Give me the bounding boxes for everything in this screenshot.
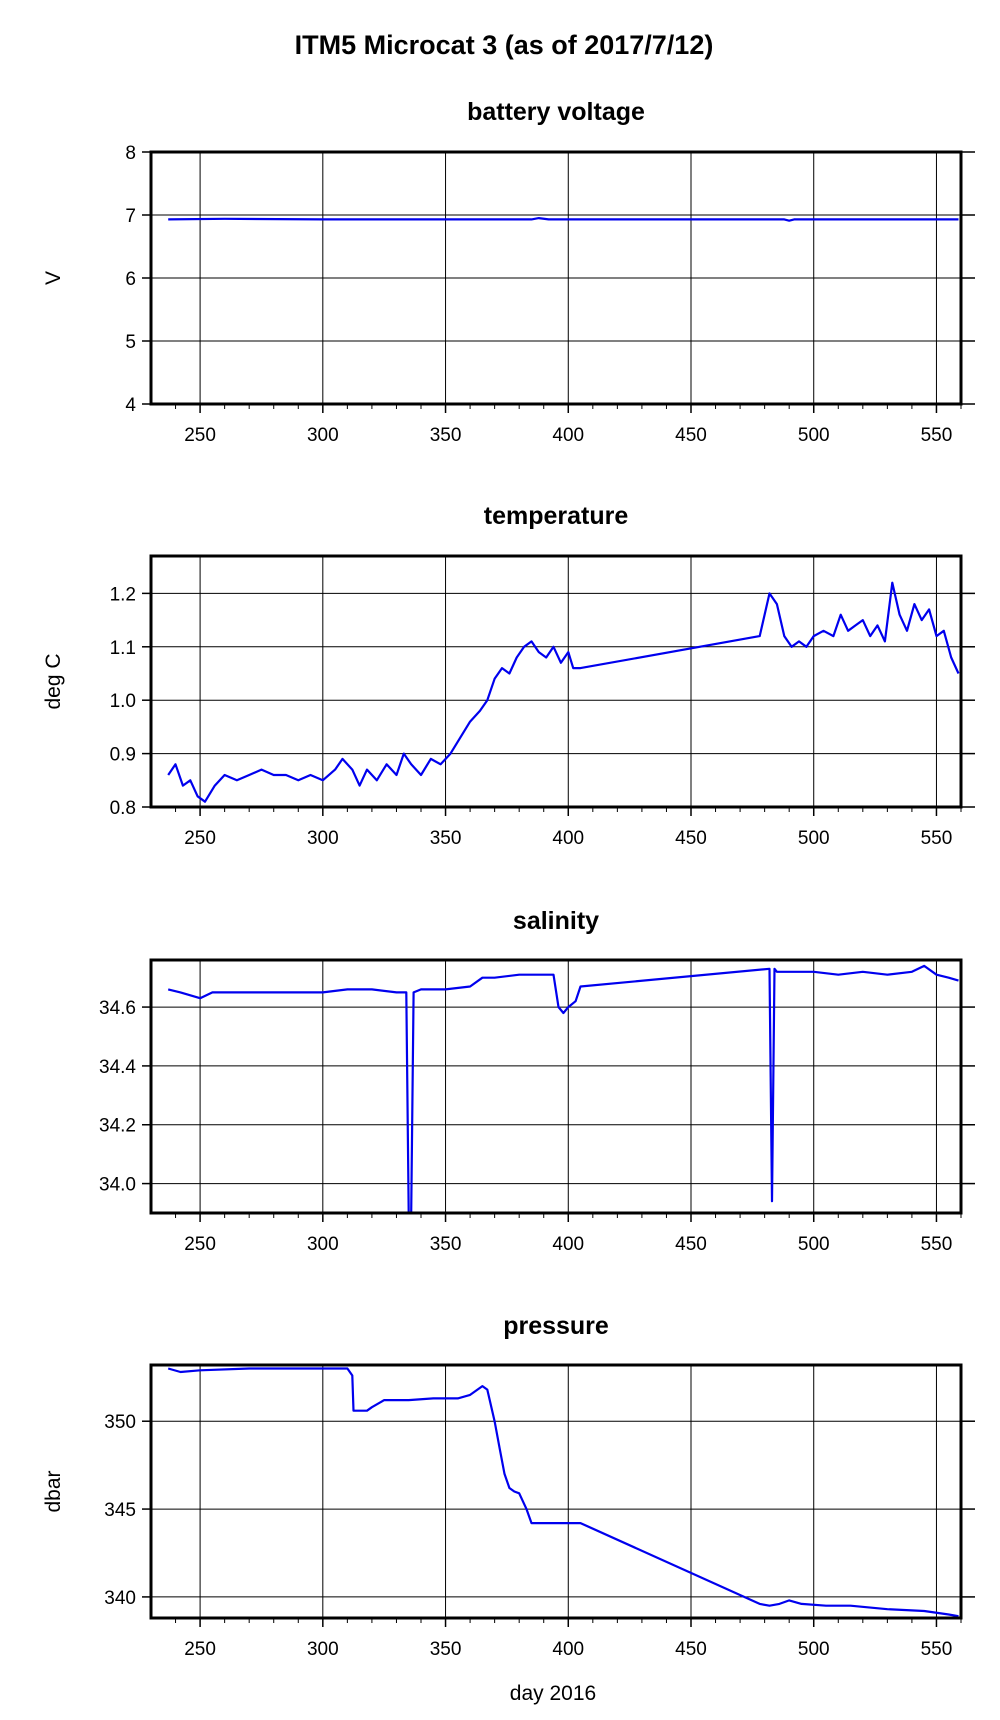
y-axis-label: deg C (42, 653, 65, 709)
y-tick-label: 1.1 (110, 638, 136, 659)
x-tick-label: 450 (675, 1234, 707, 1255)
plot-frame (149, 1363, 963, 1620)
y-tick-label: 34.0 (99, 1175, 136, 1196)
x-tick-label: 350 (430, 1234, 462, 1255)
x-tick-label: 300 (307, 828, 339, 849)
x-tick-label: 550 (921, 828, 953, 849)
y-tick-label: 4 (125, 395, 136, 416)
plot-frame (149, 150, 963, 406)
y-tick-label: 350 (104, 1412, 136, 1433)
x-tick-label: 300 (307, 1639, 339, 1660)
x-tick-label: 550 (921, 1234, 953, 1255)
x-tick-label: 400 (552, 1234, 584, 1255)
x-tick-label: 500 (798, 1234, 830, 1255)
y-tick-label: 0.9 (110, 745, 136, 766)
plot-frame (149, 554, 963, 809)
x-tick-label: 250 (184, 1234, 216, 1255)
x-tick-label: 350 (430, 425, 462, 446)
y-tick-label: 6 (125, 269, 136, 290)
y-axis-label: V (42, 271, 65, 285)
y-tick-label: 34.6 (99, 998, 136, 1019)
x-tick-label: 500 (798, 1639, 830, 1660)
x-tick-label: 400 (552, 1639, 584, 1660)
x-tick-label: 450 (675, 425, 707, 446)
y-tick-label: 34.4 (99, 1057, 136, 1078)
x-tick-label: 450 (675, 828, 707, 849)
y-tick-label: 0.8 (110, 798, 136, 819)
plot-frame (149, 958, 963, 1215)
y-tick-label: 1.2 (110, 584, 136, 605)
y-axis-label: dbar (42, 1470, 65, 1512)
y-tick-label: 1.0 (110, 691, 136, 712)
panel-title: pressure (503, 1312, 609, 1340)
x-tick-label: 550 (921, 1639, 953, 1660)
x-tick-label: 400 (552, 828, 584, 849)
series-line-1 (167, 1367, 959, 1618)
series-line-1 (167, 964, 959, 1213)
x-tick-label: 250 (184, 425, 216, 446)
series-line-1 (168, 217, 959, 222)
panel-title: battery voltage (467, 98, 645, 126)
y-tick-label: 7 (125, 206, 136, 227)
y-tick-label: 340 (104, 1588, 136, 1609)
panel-title: temperature (484, 502, 629, 530)
figure-title: ITM5 Microcat 3 (as of 2017/7/12) (295, 30, 714, 60)
x-tick-label: 250 (184, 1639, 216, 1660)
x-tick-label: 450 (675, 1639, 707, 1660)
y-tick-label: 345 (104, 1500, 136, 1521)
x-tick-label: 550 (921, 425, 953, 446)
x-axis-label: day 2016 (510, 1682, 596, 1705)
x-tick-label: 350 (430, 828, 462, 849)
x-tick-label: 500 (798, 425, 830, 446)
panel-2: temperature 250 300 350 400 450 500 550 0.8 0.9 1.… (42, 502, 975, 849)
x-tick-label: 400 (552, 425, 584, 446)
y-tick-label: 5 (125, 332, 136, 353)
x-tick-label: 300 (307, 425, 339, 446)
panels: battery voltage 250 300 350 400 450 500 550 4 5 6 7… (42, 98, 975, 1660)
panel-3: salinity 250 300 350 400 450 500 550 34.0 34.2 34.… (99, 907, 975, 1255)
x-tick-label: 250 (184, 828, 216, 849)
y-tick-label: 34.2 (99, 1116, 136, 1137)
x-tick-label: 500 (798, 828, 830, 849)
x-tick-label: 350 (430, 1639, 462, 1660)
panel-4: pressure 250 300 350 400 450 500 550 340 345 350 db… (42, 1312, 975, 1660)
y-tick-label: 8 (125, 143, 136, 164)
x-tick-label: 300 (307, 1234, 339, 1255)
panel-1: battery voltage 250 300 350 400 450 500 550 4 5 6 7… (42, 98, 975, 446)
panel-title: salinity (513, 907, 599, 935)
series-line-1 (167, 581, 960, 803)
